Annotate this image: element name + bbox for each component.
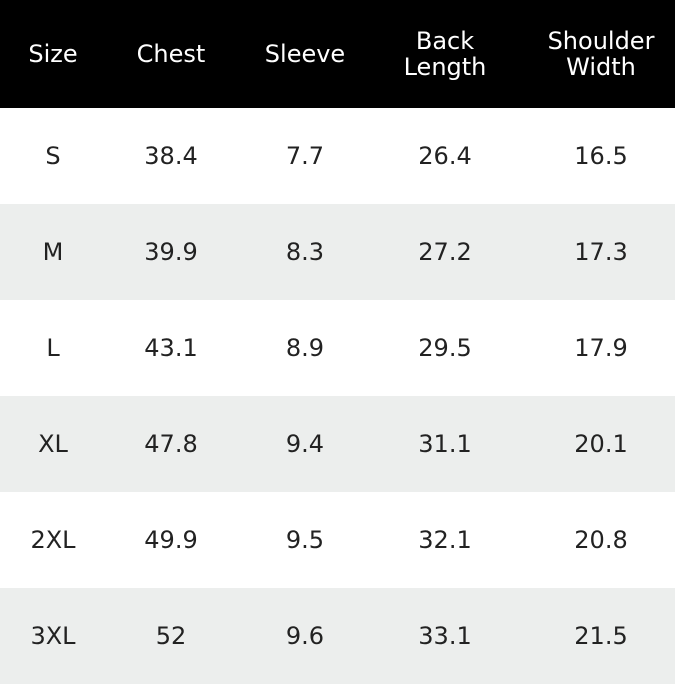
table-row: XL 47.8 9.4 31.1 20.1 (0, 396, 675, 492)
table-cell: 38.4 (144, 142, 198, 170)
table-cell: 9.5 (285, 526, 325, 554)
table-cell: 26.4 (418, 142, 472, 170)
table-cell: M (42, 238, 64, 266)
table-cell: 8.9 (285, 334, 325, 362)
header-cell: Shoulder Width (547, 27, 655, 81)
table-cell: 21.5 (574, 622, 628, 650)
table-cell: 17.3 (574, 238, 628, 266)
table-cell: S (45, 142, 61, 170)
table-cell: 7.7 (285, 142, 325, 170)
table-row: 3XL 52 9.6 33.1 21.5 (0, 588, 675, 684)
table-cell: 9.4 (285, 430, 325, 458)
table-row: M 39.9 8.3 27.2 17.3 (0, 204, 675, 300)
table-cell: 49.9 (144, 526, 198, 554)
table-cell: 20.1 (574, 430, 628, 458)
header-cell: Sleeve (264, 40, 346, 68)
table-cell: 16.5 (574, 142, 628, 170)
table-row: S 38.4 7.7 26.4 16.5 (0, 108, 675, 204)
table-cell: 3XL (30, 622, 76, 650)
table-cell: 33.1 (418, 622, 472, 650)
table-cell: 47.8 (144, 430, 198, 458)
table-cell: L (46, 334, 60, 362)
header-row: Size Chest Sleeve Back Length Shoulder Width (0, 0, 675, 108)
table-cell: 2XL (30, 526, 76, 554)
table-row: L 43.1 8.9 29.5 17.9 (0, 300, 675, 396)
table-row: 2XL 49.9 9.5 32.1 20.8 (0, 492, 675, 588)
table-cell: 29.5 (418, 334, 472, 362)
header-cell: Back Length (403, 27, 487, 81)
table-cell: 32.1 (418, 526, 472, 554)
table-cell: 52 (155, 622, 187, 650)
table-cell: 8.3 (285, 238, 325, 266)
table-cell: 27.2 (418, 238, 472, 266)
table-cell: 9.6 (285, 622, 325, 650)
header-cell: Size (28, 40, 78, 68)
table-cell: XL (38, 430, 68, 458)
table-cell: 20.8 (574, 526, 628, 554)
table-cell: 39.9 (144, 238, 198, 266)
table-cell: 43.1 (144, 334, 198, 362)
header-cell: Chest (136, 40, 206, 68)
table-cell: 17.9 (574, 334, 628, 362)
table-cell: 31.1 (418, 430, 472, 458)
